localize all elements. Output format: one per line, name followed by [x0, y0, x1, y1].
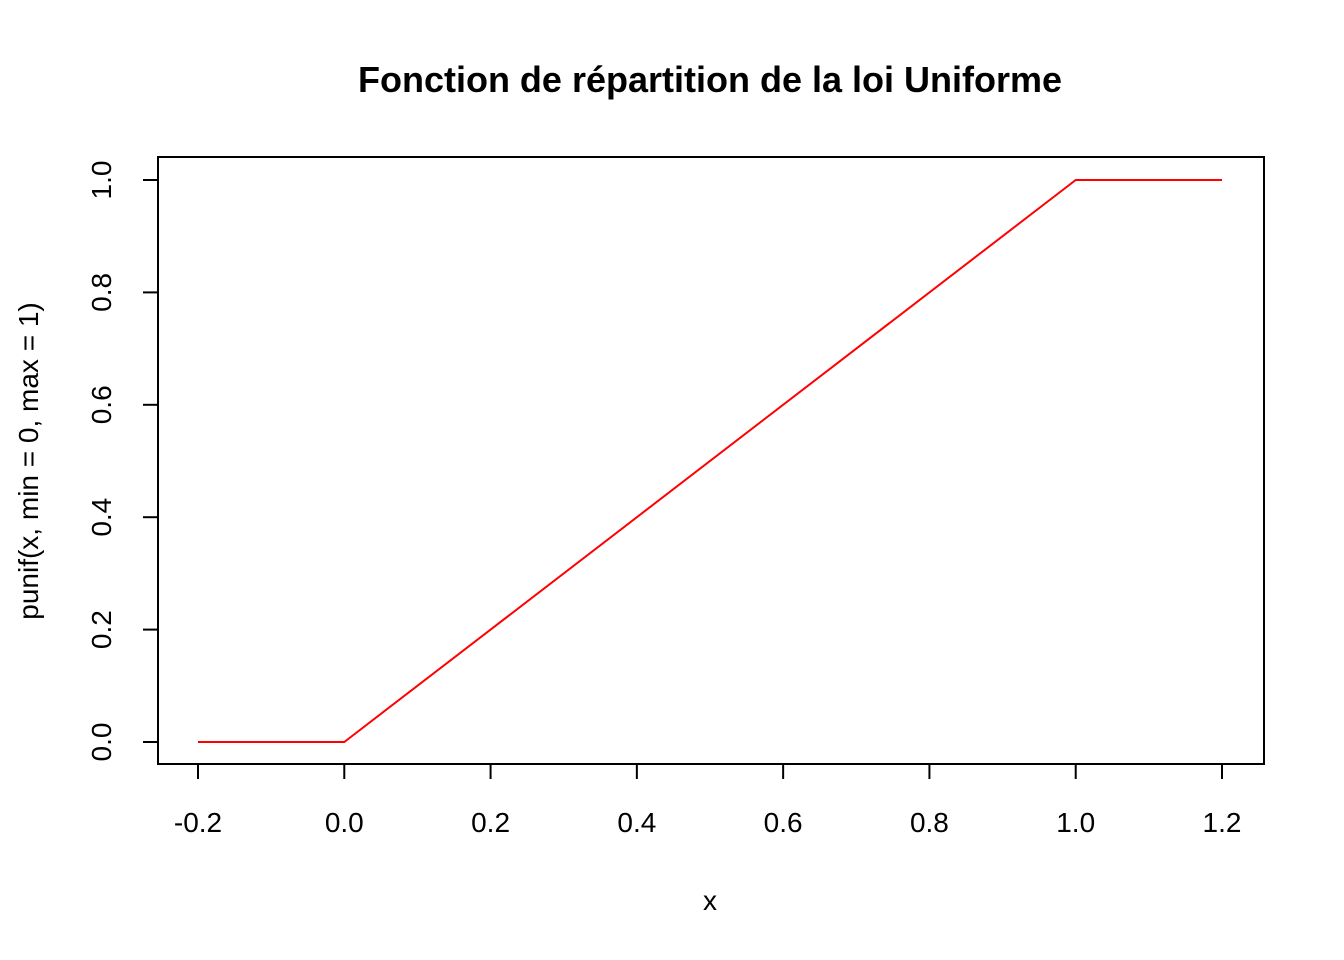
x-tick-label: 0.4 — [617, 807, 656, 838]
x-axis: -0.2 0.0 0.2 0.4 0.6 0.8 1.0 1.2 — [174, 763, 1242, 838]
y-tick-label: 0.4 — [86, 498, 117, 537]
y-tick-label: 1.0 — [86, 161, 117, 200]
x-tick-label: 1.0 — [1056, 807, 1095, 838]
y-tick-label: 0.6 — [86, 385, 117, 424]
chart-title: Fonction de répartition de la loi Unifor… — [358, 59, 1062, 100]
x-tick-label: 1.2 — [1203, 807, 1242, 838]
y-tick-label: 0.0 — [86, 723, 117, 762]
x-tick-label: 0.8 — [910, 807, 949, 838]
x-tick-label: -0.2 — [174, 807, 222, 838]
x-tick-label: 0.0 — [325, 807, 364, 838]
x-axis-label: x — [703, 885, 717, 916]
y-tick-label: 0.2 — [86, 610, 117, 649]
series-line — [198, 179, 1222, 743]
series-layer — [198, 179, 1222, 743]
y-axis: 0.0 0.2 0.4 0.6 0.8 1.0 — [86, 161, 159, 762]
y-axis-label: punif(x, min = 0, max = 1) — [13, 302, 44, 619]
y-tick-label: 0.8 — [86, 273, 117, 312]
x-tick-label: 0.6 — [764, 807, 803, 838]
x-tick-label: 0.2 — [471, 807, 510, 838]
